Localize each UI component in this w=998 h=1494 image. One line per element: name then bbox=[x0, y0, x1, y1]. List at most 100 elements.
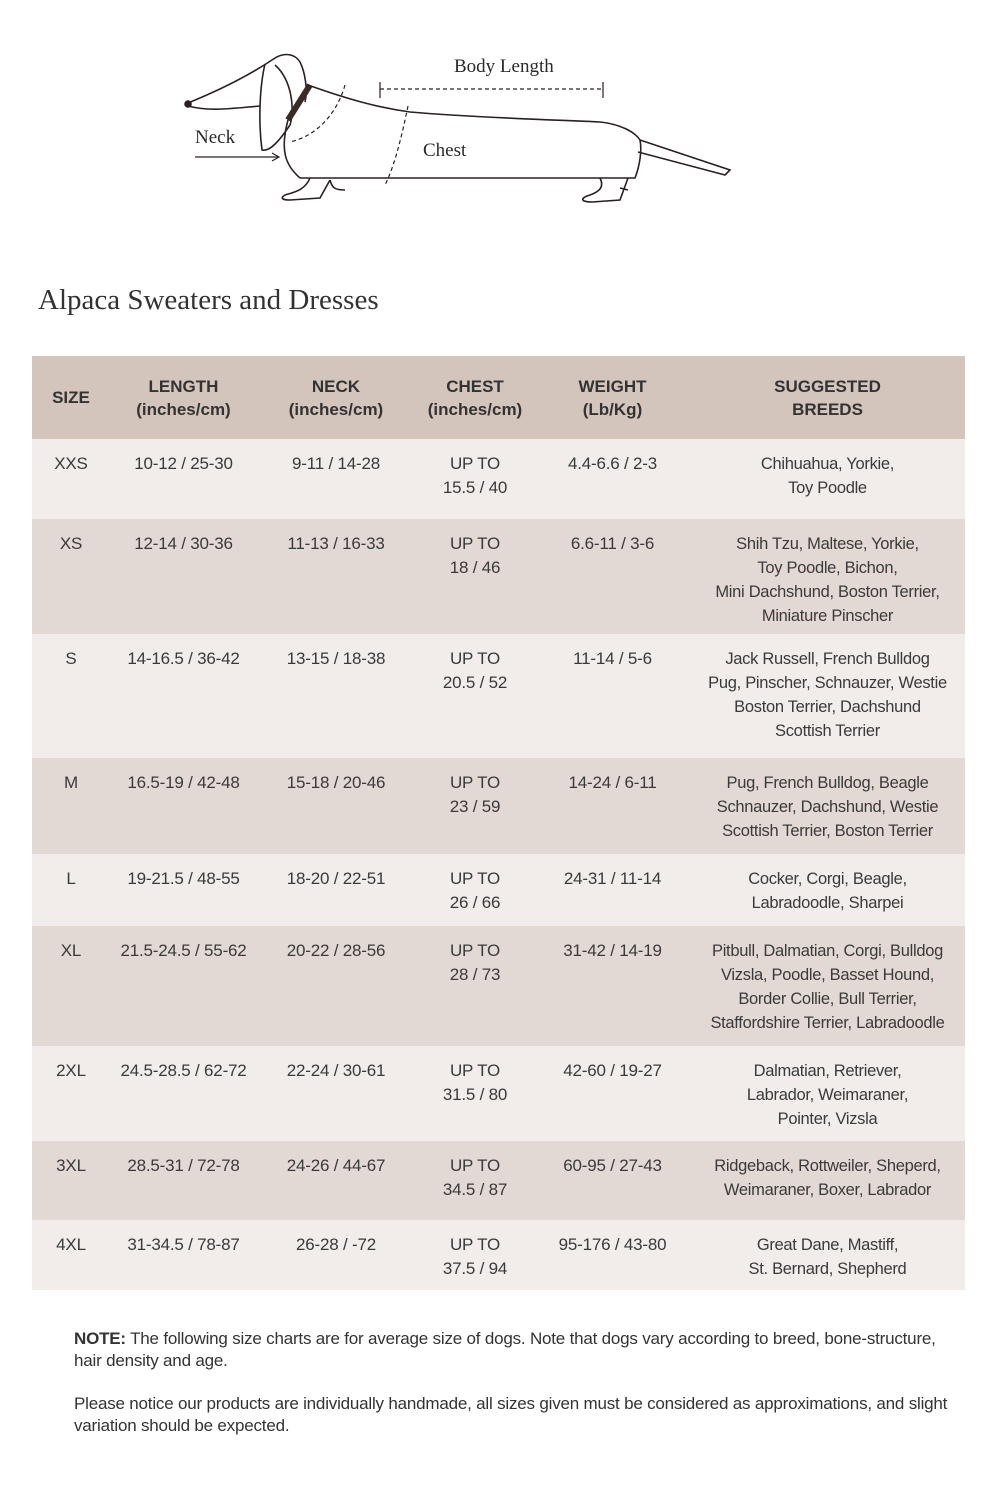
breeds-line: Staffordshire Terrier, Labradoodle bbox=[710, 1014, 945, 1032]
column-header-text: WEIGHT bbox=[578, 376, 647, 396]
cell-weight: 11-14 / 5-6 bbox=[535, 634, 690, 758]
table-row: XS 12-14 / 30-36 11-13 / 16-33 UP TO 18 / 46… bbox=[32, 519, 965, 634]
breeds-line: Pitbull, Dalmatian, Corgi, Bulldog bbox=[711, 942, 943, 960]
chest-line: 23 / 59 bbox=[449, 797, 501, 816]
breeds-line: Schnauzer, Dachshund, Westie bbox=[716, 798, 939, 816]
breeds-line: Cocker, Corgi, Beagle, bbox=[748, 870, 907, 888]
cell-breeds: Pitbull, Dalmatian, Corgi, Bulldog Vizsla… bbox=[690, 926, 965, 1046]
cell-breeds: Pug, French Bulldog, Beagle Schnauzer, Da… bbox=[690, 758, 965, 854]
cell-length: 21.5-24.5 / 55-62 bbox=[110, 926, 257, 1046]
note-text: The following size charts are for averag… bbox=[74, 1329, 936, 1370]
cell-chest: UP TO 37.5 / 94 bbox=[415, 1220, 535, 1290]
cell-breeds: Ridgeback, Rottweiler, Sheperd, Weimarane… bbox=[690, 1141, 965, 1220]
cell-chest: UP TO 31.5 / 80 bbox=[415, 1046, 535, 1141]
notes-section: NOTE: The following size charts are for … bbox=[74, 1328, 954, 1458]
chest-line: UP TO bbox=[449, 869, 501, 888]
table-row: XXS 10-12 / 25-30 9-11 / 14-28 UP TO 15.5 / … bbox=[32, 439, 965, 519]
table-header-row: SIZE LENGTH (inches/cm) NECK (inches/cm) CHES… bbox=[32, 356, 965, 439]
handmade-disclaimer: Please notice our products are individua… bbox=[74, 1394, 948, 1435]
cell-length: 31-34.5 / 78-87 bbox=[110, 1220, 257, 1290]
cell-weight: 4.4-6.6 / 2-3 bbox=[535, 439, 690, 519]
chest-line: 15.5 / 40 bbox=[442, 478, 508, 497]
column-header: NECK (inches/cm) bbox=[257, 356, 415, 439]
column-header-text: (Lb/Kg) bbox=[582, 399, 643, 419]
cell-weight: 95-176 / 43-80 bbox=[535, 1220, 690, 1290]
cell-weight: 60-95 / 27-43 bbox=[535, 1141, 690, 1220]
cell-neck: 13-15 / 18-38 bbox=[257, 634, 415, 758]
cell-weight: 24-31 / 11-14 bbox=[535, 854, 690, 926]
column-header-text: (inches/cm) bbox=[288, 399, 384, 419]
cell-neck: 18-20 / 22-51 bbox=[257, 854, 415, 926]
cell-length: 28.5-31 / 72-78 bbox=[110, 1141, 257, 1220]
breeds-line: Scottish Terrier, Boston Terrier bbox=[722, 822, 933, 840]
cell-size: M bbox=[32, 758, 110, 854]
cell-size: 2XL bbox=[32, 1046, 110, 1141]
column-header-text: (inches/cm) bbox=[427, 399, 523, 419]
cell-weight: 6.6-11 / 3-6 bbox=[535, 519, 690, 634]
chest-line: UP TO bbox=[449, 1235, 501, 1254]
breeds-line: Great Dane, Mastiff, bbox=[756, 1236, 899, 1254]
cell-breeds: Dalmatian, Retriever, Labrador, Weimarane… bbox=[690, 1046, 965, 1141]
chest-line: UP TO bbox=[449, 454, 501, 473]
breeds-line: Toy Poodle, Bichon, bbox=[757, 559, 898, 577]
chest-line: UP TO bbox=[449, 773, 501, 792]
cell-chest: UP TO 15.5 / 40 bbox=[415, 439, 535, 519]
cell-size: XL bbox=[32, 926, 110, 1046]
breeds-line: Vizsla, Poodle, Basset Hound, bbox=[721, 966, 934, 984]
table-row: 3XL 28.5-31 / 72-78 24-26 / 44-67 UP TO 34.5… bbox=[32, 1141, 965, 1220]
cell-breeds: Jack Russell, French Bulldog Pug, Pinsche… bbox=[690, 634, 965, 758]
table-row: 2XL 24.5-28.5 / 62-72 22-24 / 30-61 UP TO 31… bbox=[32, 1046, 965, 1141]
breeds-line: Dalmatian, Retriever, bbox=[753, 1062, 902, 1080]
cell-breeds: Great Dane, Mastiff, St. Bernard, Shepher… bbox=[690, 1220, 965, 1290]
breeds-line: Pug, Pinscher, Schnauzer, Westie bbox=[708, 674, 947, 692]
chest-line: 34.5 / 87 bbox=[442, 1180, 508, 1199]
chest-label: Chest bbox=[423, 140, 467, 161]
size-note: NOTE: The following size charts are for … bbox=[74, 1328, 954, 1372]
breeds-line: Toy Poodle bbox=[788, 479, 867, 497]
chest-line: UP TO bbox=[449, 649, 501, 668]
body-length-label: Body Length bbox=[454, 56, 554, 77]
cell-weight: 31-42 / 14-19 bbox=[535, 926, 690, 1046]
cell-neck: 20-22 / 28-56 bbox=[257, 926, 415, 1046]
note-label: NOTE: bbox=[74, 1329, 126, 1348]
cell-chest: UP TO 28 / 73 bbox=[415, 926, 535, 1046]
column-header: CHEST (inches/cm) bbox=[415, 356, 535, 439]
cell-breeds: Chihuahua, Yorkie, Toy Poodle bbox=[690, 439, 965, 519]
breeds-line: Ridgeback, Rottweiler, Sheperd, bbox=[714, 1157, 941, 1175]
breeds-line: Mini Dachshund, Boston Terrier, bbox=[715, 583, 940, 601]
cell-neck: 24-26 / 44-67 bbox=[257, 1141, 415, 1220]
breeds-line: Labradoodle, Sharpei bbox=[751, 894, 904, 912]
dachshund-icon bbox=[184, 53, 732, 203]
dog-measurement-illustration: Body Length Neck Chest bbox=[180, 40, 740, 220]
chest-line: 18 / 46 bbox=[449, 558, 501, 577]
size-chart-table: SIZE LENGTH (inches/cm) NECK (inches/cm) CHES… bbox=[32, 356, 965, 1290]
chest-line: 37.5 / 94 bbox=[442, 1259, 508, 1278]
cell-length: 16.5-19 / 42-48 bbox=[110, 758, 257, 854]
breeds-line: Pointer, Vizsla bbox=[777, 1110, 878, 1128]
cell-neck: 22-24 / 30-61 bbox=[257, 1046, 415, 1141]
cell-chest: UP TO 23 / 59 bbox=[415, 758, 535, 854]
cell-neck: 9-11 / 14-28 bbox=[257, 439, 415, 519]
column-header: WEIGHT (Lb/Kg) bbox=[535, 356, 690, 439]
breeds-line: Miniature Pinscher bbox=[761, 607, 894, 625]
column-header-text: NECK bbox=[311, 376, 361, 396]
breeds-line: Jack Russell, French Bulldog bbox=[725, 650, 930, 668]
cell-size: 3XL bbox=[32, 1141, 110, 1220]
column-header-text: (inches/cm) bbox=[136, 399, 231, 419]
cell-size: XS bbox=[32, 519, 110, 634]
table-row: 4XL 31-34.5 / 78-87 26-28 / -72 UP TO 37.5 /… bbox=[32, 1220, 965, 1290]
breeds-line: Shih Tzu, Maltese, Yorkie, bbox=[736, 535, 919, 553]
column-header-text: SIZE bbox=[52, 388, 90, 407]
chest-line: 31.5 / 80 bbox=[442, 1085, 508, 1104]
chest-line: UP TO bbox=[449, 941, 501, 960]
cell-chest: UP TO 18 / 46 bbox=[415, 519, 535, 634]
chest-line: UP TO bbox=[449, 534, 501, 553]
table-row: L 19-21.5 / 48-55 18-20 / 22-51 UP TO 26 / 6… bbox=[32, 854, 965, 926]
table-row: XL 21.5-24.5 / 55-62 20-22 / 28-56 UP TO 28 … bbox=[32, 926, 965, 1046]
breeds-line: Chihuahua, Yorkie, bbox=[760, 455, 895, 473]
column-header-text: SUGGESTED bbox=[774, 376, 881, 396]
cell-size: S bbox=[32, 634, 110, 758]
cell-breeds: Cocker, Corgi, Beagle, Labradoodle, Sharp… bbox=[690, 854, 965, 926]
column-header: SIZE bbox=[32, 356, 110, 439]
table-row: M 16.5-19 / 42-48 15-18 / 20-46 UP TO 23 / 5… bbox=[32, 758, 965, 854]
